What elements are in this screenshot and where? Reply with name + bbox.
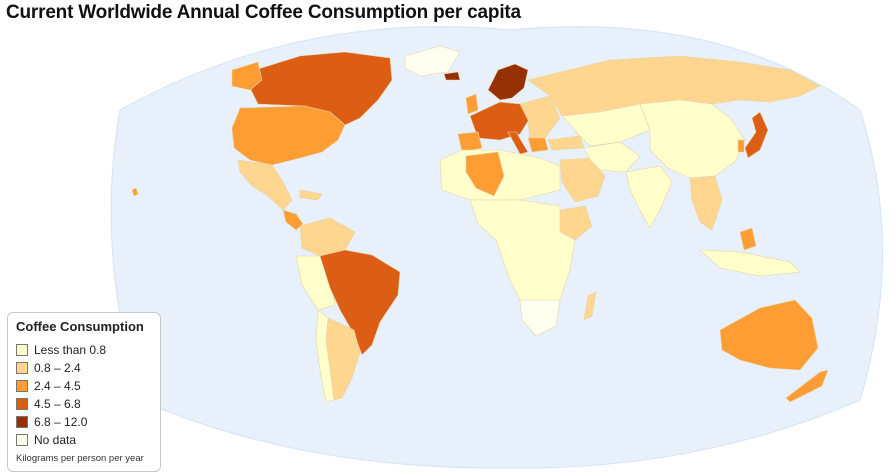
country-canada[interactable] [249, 51, 393, 126]
country-south-africa[interactable] [519, 299, 561, 337]
legend-item: No data [16, 431, 160, 449]
country-greece-balkans[interactable] [527, 137, 549, 153]
country-korea[interactable] [737, 139, 745, 153]
country-western-europe[interactable] [469, 101, 531, 141]
country-caribbean[interactable] [299, 189, 323, 201]
country-brazil[interactable] [319, 249, 401, 356]
map-legend: Coffee Consumption Less than 0.8 0.8 – 2… [7, 312, 161, 472]
legend-swatch [16, 434, 28, 446]
country-southeast-asia[interactable] [689, 175, 723, 231]
legend-label: No data [34, 433, 77, 447]
legend-item: 6.8 – 12.0 [16, 413, 160, 431]
legend-swatch [16, 398, 28, 410]
country-hawaii[interactable] [131, 187, 139, 197]
legend-item: 4.5 – 6.8 [16, 395, 160, 413]
legend-swatch [16, 344, 28, 356]
legend-label: Less than 0.8 [34, 343, 107, 357]
country-italy[interactable] [507, 131, 529, 155]
country-greenland[interactable] [404, 45, 461, 77]
page-title: Current Worldwide Annual Coffee Consumpt… [6, 2, 521, 23]
country-india[interactable] [625, 165, 673, 229]
country-central-asia[interactable] [561, 103, 651, 147]
country-madagascar[interactable] [583, 291, 597, 321]
legend-swatch [16, 380, 28, 392]
legend-item: Less than 0.8 [16, 341, 160, 359]
country-japan[interactable] [744, 111, 769, 159]
legend-label: 0.8 – 2.4 [34, 361, 81, 375]
legend-item: 2.4 – 4.5 [16, 377, 160, 395]
country-usa[interactable] [231, 105, 346, 166]
country-uk[interactable] [465, 93, 479, 115]
country-indonesia[interactable] [699, 249, 801, 277]
legend-label: 2.4 – 4.5 [34, 379, 81, 393]
legend-swatch [16, 362, 28, 374]
country-australia[interactable] [719, 299, 819, 371]
country-chile[interactable] [315, 309, 335, 403]
country-alaska[interactable] [231, 61, 263, 91]
country-scandinavia[interactable] [487, 63, 529, 101]
legend-item: 0.8 – 2.4 [16, 359, 160, 377]
legend-title: Coffee Consumption [16, 319, 144, 334]
country-iceland[interactable] [443, 71, 461, 81]
country-algeria[interactable] [465, 151, 505, 197]
country-china[interactable] [639, 99, 746, 179]
country-central-america[interactable] [282, 209, 304, 231]
country-new-zealand[interactable] [785, 369, 829, 403]
country-spain-portugal[interactable] [457, 131, 483, 153]
legend-swatch [16, 416, 28, 428]
legend-label: 4.5 – 6.8 [34, 397, 81, 411]
legend-units-note: Kilograms per person per year [16, 453, 144, 464]
legend-label: 6.8 – 12.0 [34, 415, 88, 429]
country-philippines[interactable] [739, 227, 757, 251]
